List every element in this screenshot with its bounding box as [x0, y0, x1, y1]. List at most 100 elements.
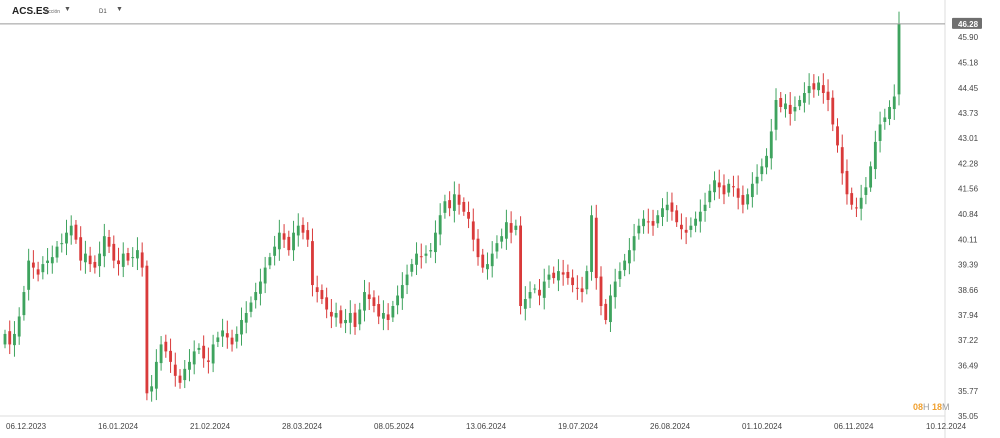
candle-body	[883, 117, 887, 122]
last-price-tag: 46.28	[952, 17, 982, 29]
candle-body	[457, 194, 461, 205]
candle-body	[642, 218, 645, 227]
range-weeks-value[interactable]: 08	[913, 402, 924, 412]
candle-body	[727, 183, 731, 193]
candle-body	[377, 304, 381, 317]
candle-body	[561, 272, 565, 275]
candle-body	[268, 257, 272, 266]
candle-body	[736, 188, 740, 198]
candle-body	[557, 271, 560, 281]
candle-body	[46, 260, 49, 263]
candle-body	[102, 236, 106, 257]
candle-body	[481, 254, 485, 268]
candle-body	[476, 238, 480, 258]
candle-body	[306, 230, 310, 240]
candle-body	[495, 243, 499, 252]
candle-body	[448, 200, 452, 209]
range-weeks-unit[interactable]: H	[923, 402, 930, 412]
candle-body	[202, 345, 206, 359]
candle-body	[221, 330, 225, 337]
candle-body	[741, 195, 745, 205]
candle-body	[98, 253, 102, 267]
candle-body	[694, 218, 698, 226]
y-tick-label: 35.05	[958, 412, 979, 421]
candle-body	[665, 204, 669, 211]
candle-body	[197, 347, 201, 350]
candle-body	[552, 272, 556, 279]
candle-body	[826, 91, 830, 100]
range-months-value[interactable]: 18	[932, 402, 943, 412]
candle-body	[533, 288, 537, 290]
candle-body	[599, 276, 603, 307]
candle-body	[211, 344, 215, 364]
timeframe-selector[interactable]: D1	[99, 9, 107, 15]
caret-down-icon[interactable]: ▼	[116, 6, 123, 13]
candle-body	[244, 312, 248, 323]
candle-body	[594, 217, 598, 279]
candle-body	[41, 264, 45, 273]
chart-toolbar: ACS.ES Acción ▼ D1 ▼	[0, 0, 945, 24]
candle-body	[703, 204, 707, 211]
candle-body	[750, 183, 754, 198]
symbol-label[interactable]: ACS.ES	[12, 6, 50, 17]
candle-body	[831, 97, 835, 125]
y-tick-label: 41.56	[958, 185, 979, 194]
last-price-value: 46.28	[958, 20, 979, 29]
caret-down-icon[interactable]: ▼	[64, 6, 71, 13]
candle-body	[679, 224, 683, 230]
candle-body	[17, 316, 21, 337]
candle-body	[670, 202, 674, 212]
candle-body	[845, 170, 849, 195]
y-tick-label: 45.18	[958, 58, 979, 67]
candle-body	[897, 23, 901, 95]
candle-body	[230, 337, 234, 345]
x-tick-label: 16.01.2024	[98, 422, 139, 431]
candle-body	[504, 222, 508, 239]
y-tick-label: 39.39	[958, 260, 979, 269]
candle-body	[585, 271, 589, 290]
candle-body	[798, 99, 802, 107]
candle-body	[415, 253, 418, 265]
candle-body	[590, 215, 593, 272]
candle-body	[27, 260, 31, 290]
candle-body	[367, 294, 371, 300]
candle-body	[873, 141, 877, 170]
candle-body	[13, 333, 16, 346]
candle-body	[277, 232, 281, 250]
candle-body	[235, 333, 239, 342]
candle-body	[311, 241, 314, 286]
candle-body	[689, 225, 693, 230]
candle-body	[746, 194, 750, 205]
candle-body	[769, 131, 773, 159]
candle-body	[36, 269, 40, 275]
candle-body	[802, 93, 806, 103]
candle-body	[192, 351, 196, 365]
candle-body	[348, 312, 352, 323]
candle-body	[661, 208, 664, 217]
candle-body	[391, 306, 395, 318]
candle-body	[74, 224, 78, 240]
candle-body	[779, 97, 783, 107]
candle-body	[121, 253, 125, 267]
candle-body	[159, 344, 163, 364]
candle-body	[859, 197, 863, 209]
candle-body	[609, 295, 612, 323]
candle-body	[434, 232, 437, 253]
x-tick-label: 08.05.2024	[374, 422, 415, 431]
candle-body	[386, 314, 390, 320]
candle-body	[538, 289, 541, 296]
y-tick-label: 37.94	[958, 311, 979, 320]
candle-body	[136, 250, 139, 259]
y-tick-label: 37.22	[958, 336, 979, 345]
candle-body	[575, 287, 579, 289]
candle-body	[282, 233, 286, 240]
y-tick-label: 40.84	[958, 210, 979, 219]
candle-body	[500, 236, 504, 242]
candle-body	[79, 237, 83, 261]
range-months-unit[interactable]: M	[942, 402, 950, 412]
candle-body	[698, 211, 702, 222]
y-tick-label: 43.01	[958, 134, 979, 143]
x-tick-label: 19.07.2024	[558, 422, 599, 431]
candle-body	[429, 250, 433, 252]
